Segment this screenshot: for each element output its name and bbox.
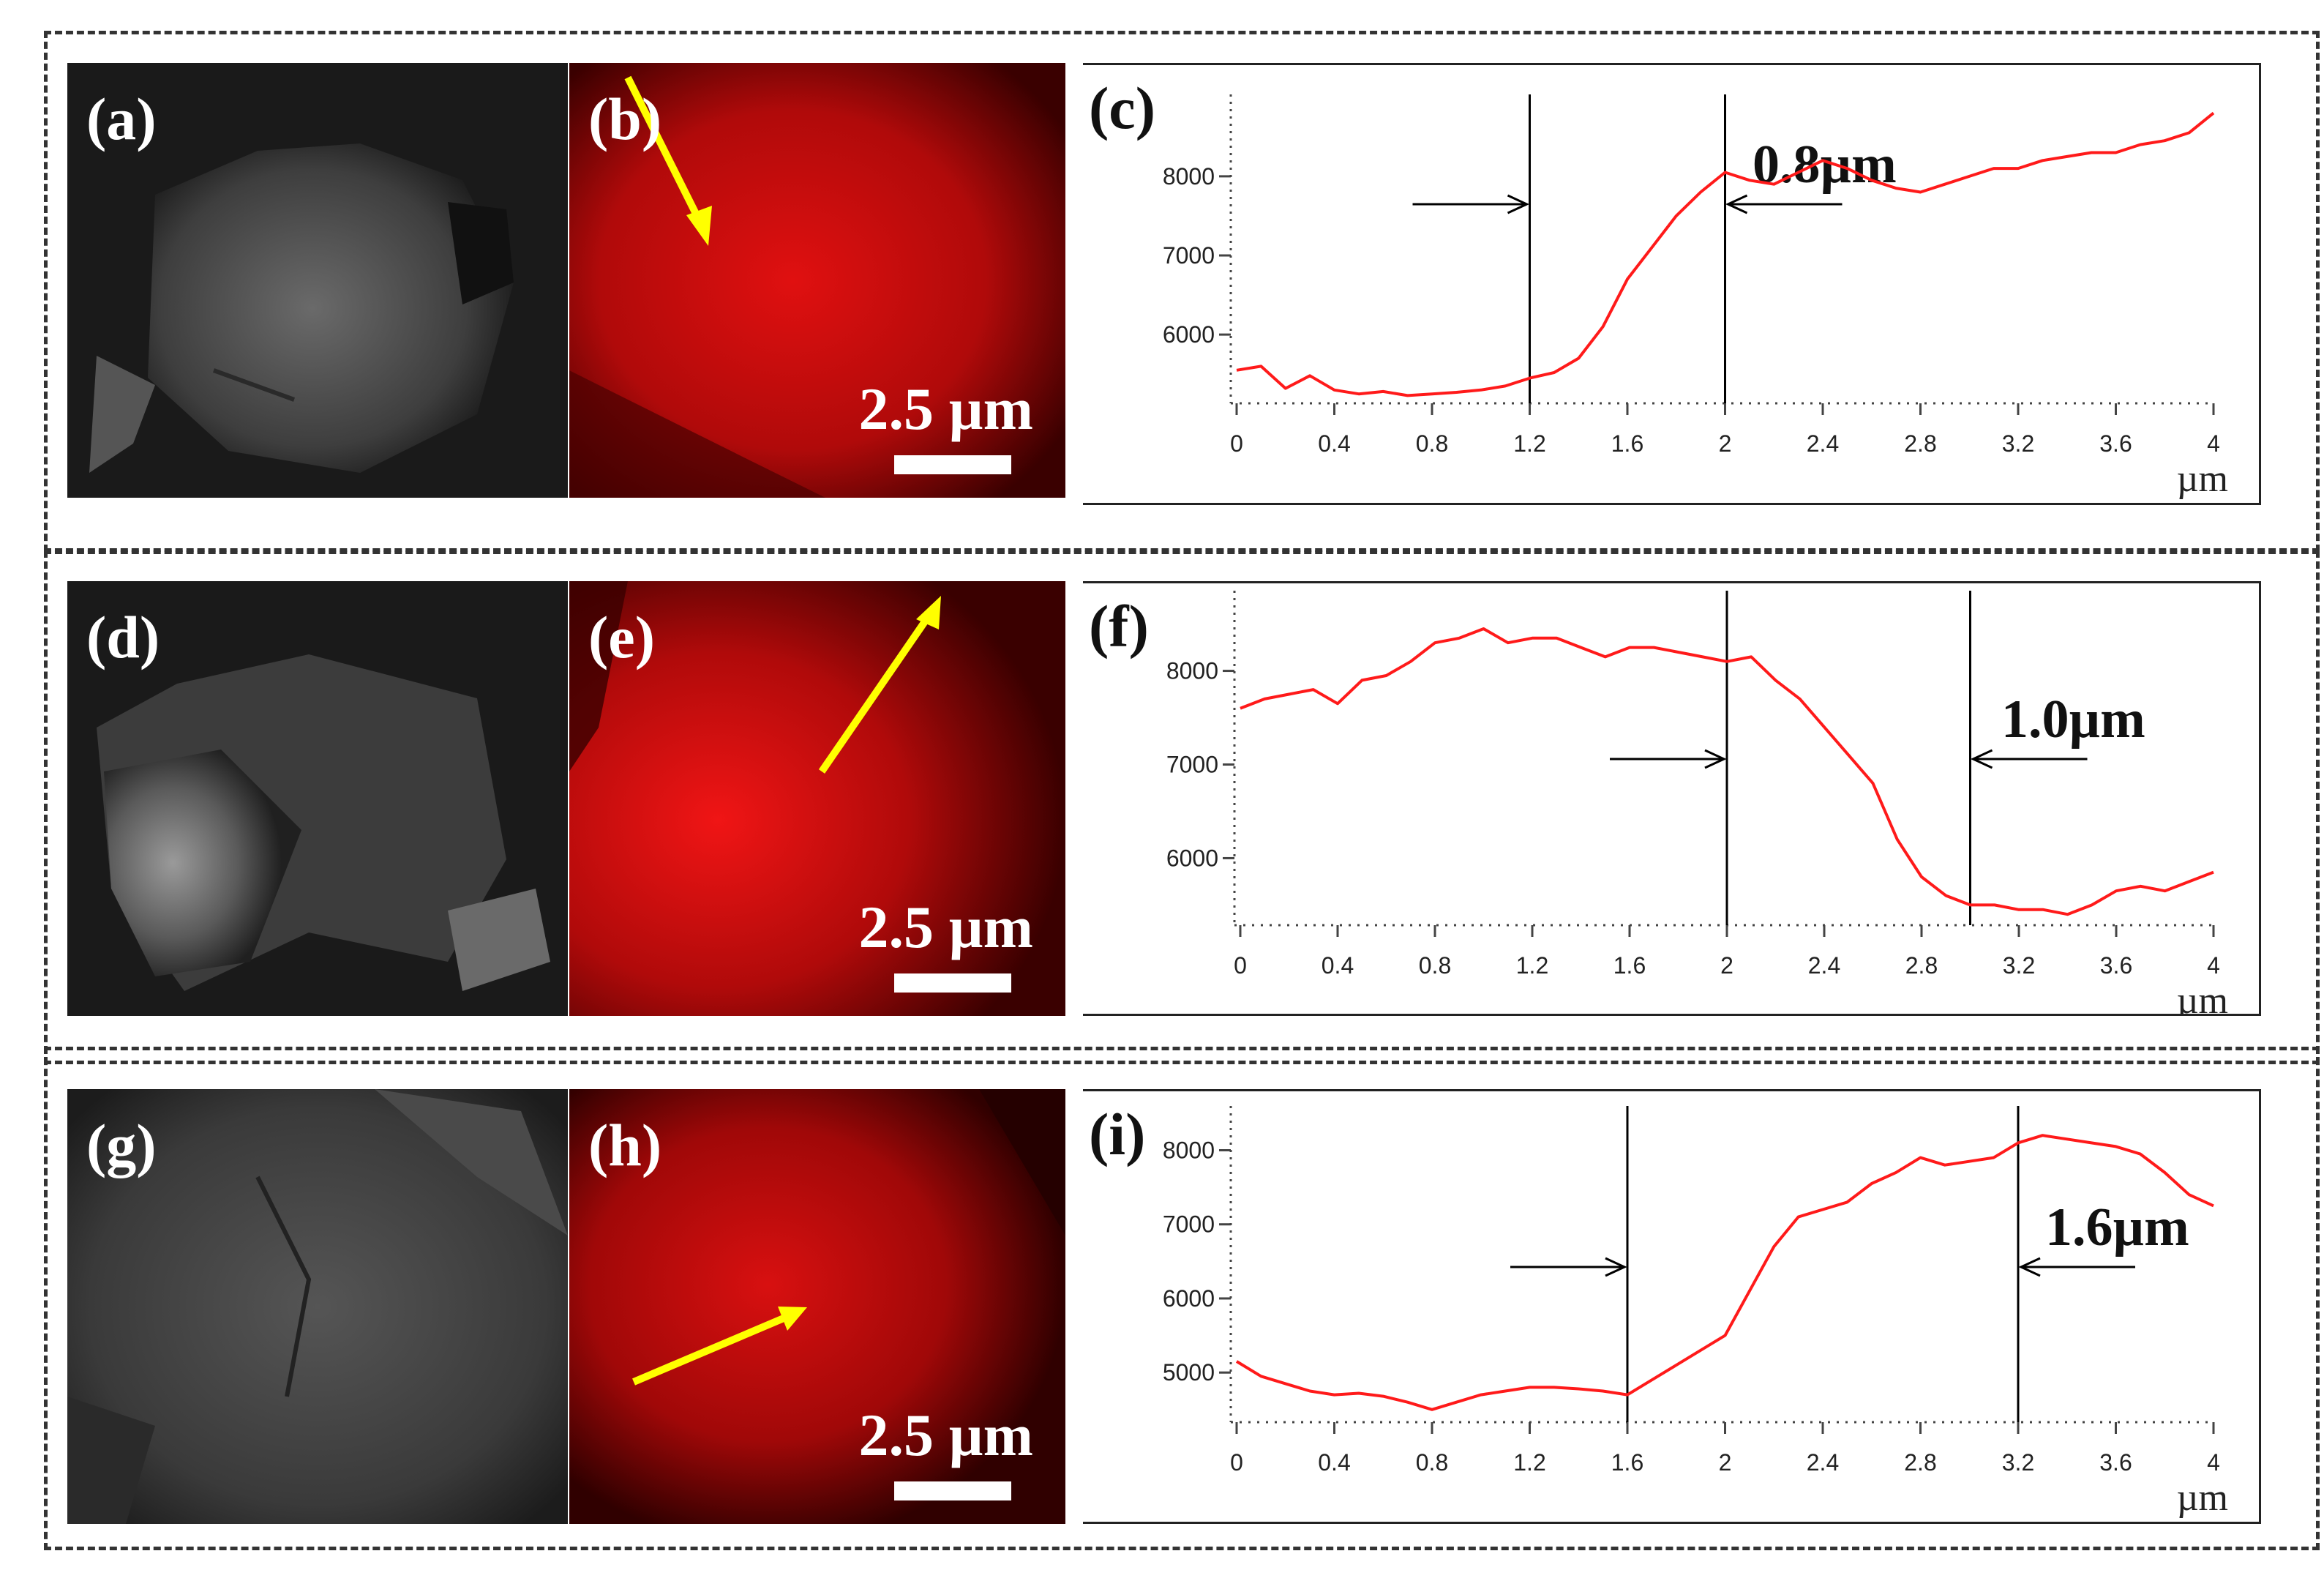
arrow-left-head <box>1704 749 1727 769</box>
arrow-left-head <box>1605 1257 1627 1277</box>
row-box-3 <box>44 1047 2320 1550</box>
x-tick-label: 3.2 <box>2002 430 2034 457</box>
x-tick-label: 3.2 <box>2003 952 2035 979</box>
chart-svg-f: (f) 0 0.4 0.8 1.2 1.6 2 2.4 2.8 3.2 3.6 4µm 6000 700… <box>1089 591 2228 1016</box>
series-line <box>1236 111 2215 397</box>
x-axis-label: µm <box>2177 458 2228 500</box>
eds-texture-b <box>569 63 1065 498</box>
x-tick-label: 0.4 <box>1322 952 1354 979</box>
y-tick-label: 5000 <box>1163 1359 1215 1386</box>
sem-texture-g <box>67 1089 568 1524</box>
panel-label-f: (f) <box>1089 593 1149 659</box>
x-tick-label: 0 <box>1230 1449 1243 1476</box>
eds-texture-e <box>569 581 1065 1016</box>
x-tick-label: 2 <box>1720 952 1733 979</box>
x-tick-label: 2.4 <box>1807 1449 1839 1476</box>
x-tick-label: 0 <box>1234 952 1247 979</box>
x-tick-label: 4 <box>2207 952 2220 979</box>
x-tick-label: 4 <box>2207 1449 2220 1476</box>
x-tick-label: 1.6 <box>1611 1449 1643 1476</box>
x-tick-label: 3.6 <box>2100 952 2132 979</box>
x-tick-label: 0.8 <box>1416 1449 1448 1476</box>
x-tick-label: 2.8 <box>1905 952 1938 979</box>
x-tick-label: 1.2 <box>1516 952 1548 979</box>
x-tick-label: 0.8 <box>1416 430 1448 457</box>
scale-bar-label-h: 2.5 µm <box>858 1402 1033 1468</box>
x-tick-label: 3.2 <box>2002 1449 2034 1476</box>
series-line <box>1240 627 2214 916</box>
eds-map-e: (e) 2.5 µm <box>569 581 1065 1016</box>
y-tick-label: 7000 <box>1163 1211 1215 1238</box>
arrow-head-h <box>778 1307 807 1331</box>
x-tick-label: 4 <box>2207 430 2220 457</box>
row-box-2 <box>44 550 2320 1064</box>
row-box-1 <box>44 31 2320 552</box>
x-tick-label: 1.6 <box>1611 430 1643 457</box>
chart-svg-i: (i) 0 0.4 0.8 1.2 1.6 2 2.4 2.8 3.2 3.6 4µm 5000 600… <box>1089 1101 2228 1519</box>
x-tick-label: 2 <box>1719 430 1732 457</box>
x-axis-label: µm <box>2177 1477 2228 1519</box>
arrow-head-b <box>686 206 712 246</box>
panel-label-c: (c) <box>1089 75 1155 141</box>
x-tick-label: 3.6 <box>2099 430 2132 457</box>
panel-label-a: (a) <box>86 86 157 152</box>
y-tick-label: 8000 <box>1163 1137 1215 1163</box>
width-annotation: 1.6µm <box>2045 1197 2189 1257</box>
x-tick-label: 2.8 <box>1904 430 1936 457</box>
arrow-left-head <box>1507 194 1530 214</box>
panel-label-g: (g) <box>86 1112 157 1178</box>
y-tick-label: 7000 <box>1163 242 1215 269</box>
line-profile-f: (f) 0 0.4 0.8 1.2 1.6 2 2.4 2.8 3.2 3.6 4 µm 6000 700… <box>1083 581 2261 1016</box>
chart-svg-c: (c) 0 0.4 0.8 1.2 1.6 2 2.4 2.8 3.2 3.6 4µm 6000 700… <box>1089 75 2228 500</box>
arrow-right-head <box>2018 1257 2041 1277</box>
arrow-right-head <box>1725 194 1748 214</box>
sem-image-g: (g) <box>67 1089 568 1524</box>
eds-texture-h <box>569 1089 1065 1524</box>
eds-map-h: (h) 2.5 µm <box>569 1089 1065 1524</box>
y-tick-label: 7000 <box>1166 752 1218 778</box>
panel-label-d: (d) <box>86 604 160 670</box>
scale-bar-label-b: 2.5 µm <box>858 375 1033 442</box>
width-annotation: 0.8µm <box>1753 135 1897 195</box>
x-tick-label: 1.6 <box>1613 952 1646 979</box>
x-tick-label: 2.4 <box>1808 952 1840 979</box>
y-tick-label: 6000 <box>1163 1285 1215 1312</box>
arrow-head-e <box>916 596 941 629</box>
eds-map-b: (b) 2.5 µm <box>569 63 1065 498</box>
x-tick-label: 0.4 <box>1318 1449 1350 1476</box>
y-tick-label: 8000 <box>1166 658 1218 684</box>
x-axis-label: µm <box>2177 980 2228 1016</box>
x-tick-label: 2.4 <box>1807 430 1839 457</box>
y-tick-label: 8000 <box>1163 163 1215 190</box>
sem-image-d: (d) <box>67 581 568 1016</box>
width-annotation: 1.0µm <box>2001 689 2145 750</box>
x-tick-label: 1.2 <box>1513 430 1545 457</box>
arrow-right-head <box>1970 749 1993 769</box>
x-tick-label: 0 <box>1230 430 1243 457</box>
scale-bar-e <box>894 973 1011 993</box>
panel-label-i: (i) <box>1089 1101 1145 1167</box>
x-tick-label: 3.6 <box>2099 1449 2132 1476</box>
y-tick-label: 6000 <box>1163 321 1215 348</box>
panel-label-e: (e) <box>588 604 656 670</box>
sem-texture-a <box>67 63 568 498</box>
sem-texture-d <box>67 581 568 1016</box>
series-line <box>1235 1134 2214 1411</box>
sem-image-a: (a) <box>67 63 568 498</box>
scale-bar-b <box>894 455 1011 474</box>
x-tick-label: 2.8 <box>1904 1449 1936 1476</box>
x-tick-label: 0.4 <box>1318 430 1350 457</box>
y-tick-label: 6000 <box>1166 845 1218 871</box>
x-tick-label: 0.8 <box>1419 952 1451 979</box>
scale-bar-h <box>894 1481 1011 1500</box>
panel-label-h: (h) <box>588 1112 662 1178</box>
scale-bar-label-e: 2.5 µm <box>858 894 1033 960</box>
x-tick-label: 1.2 <box>1513 1449 1545 1476</box>
x-tick-label: 2 <box>1719 1449 1732 1476</box>
line-profile-c: (c) 0 0.4 0.8 1.2 1.6 2 2.4 2.8 3.2 3.6 4 µm 6000 700… <box>1083 63 2261 505</box>
panel-label-b: (b) <box>588 86 662 152</box>
line-profile-i: (i) 0 0.4 0.8 1.2 1.6 2 2.4 2.8 3.2 3.6 4 µm 5000 600… <box>1083 1089 2261 1524</box>
